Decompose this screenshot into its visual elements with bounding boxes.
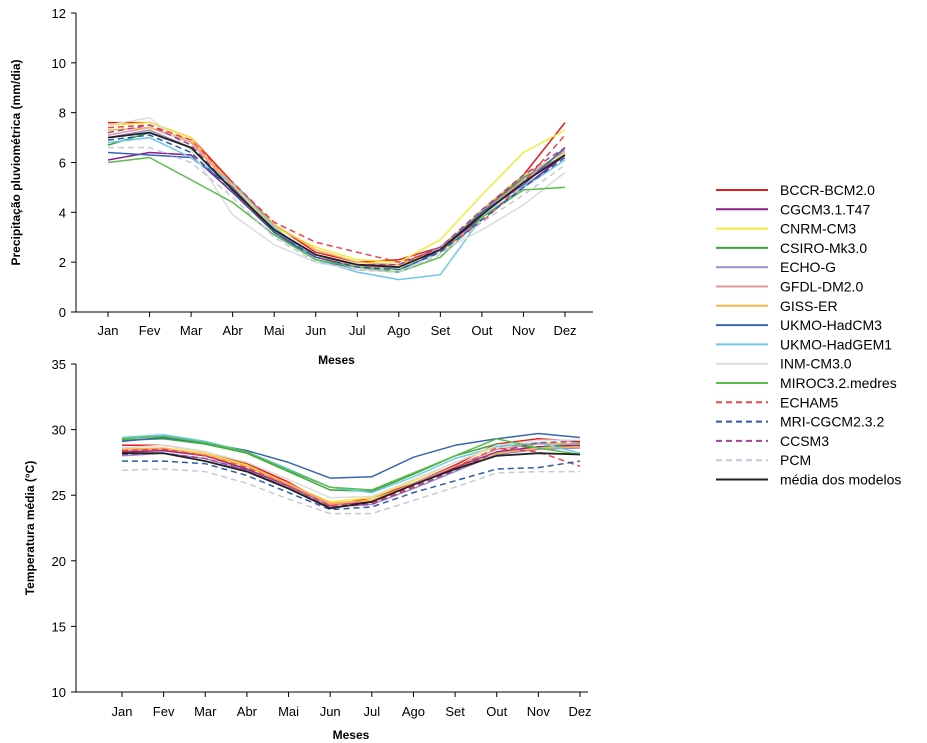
legend-label: UKMO-HadGEM1 bbox=[780, 336, 892, 352]
y-tick-label: 8 bbox=[59, 106, 66, 121]
y-tick-label: 12 bbox=[52, 6, 66, 21]
series-line-16 bbox=[107, 131, 566, 269]
legend-label: MRI-CGCM2.3.2 bbox=[780, 414, 884, 430]
legend-label: média dos modelos bbox=[780, 472, 901, 488]
legend-label: BCCR-BCM2.0 bbox=[780, 182, 875, 198]
series-line-7 bbox=[121, 445, 581, 504]
x-tick-label: Abr bbox=[223, 323, 244, 338]
series-line-14 bbox=[107, 124, 566, 266]
legend-label: GFDL-DM2.0 bbox=[780, 279, 863, 295]
x-tick-label: Mai bbox=[264, 323, 285, 338]
y-tick-label: 2 bbox=[59, 255, 66, 270]
legend-label: UKMO-HadCM3 bbox=[780, 317, 882, 333]
legend-label: ECHO-G bbox=[780, 259, 836, 275]
legend-label: CCSM3 bbox=[780, 433, 829, 449]
x-tick-label: Jun bbox=[305, 323, 326, 338]
series-line-2 bbox=[107, 151, 566, 268]
y-tick-label: 30 bbox=[52, 423, 66, 438]
x-tick-label: Dez bbox=[553, 323, 576, 338]
series-line-8 bbox=[107, 147, 566, 273]
x-tick-label: Fev bbox=[139, 323, 161, 338]
legend: BCCR-BCM2.0 CGCM3.1.T47 CNRM-CM3 CSIRO-Mk3.… bbox=[716, 182, 901, 488]
x-tick-label: Nov bbox=[527, 704, 551, 719]
y-tick-label: 6 bbox=[59, 156, 66, 171]
y-axis-title: Temperatura média (°C) bbox=[23, 461, 37, 596]
series-line-1 bbox=[108, 121, 566, 263]
series-line-11 bbox=[107, 156, 566, 273]
x-tick-label: Jul bbox=[364, 704, 381, 719]
x-tick-label: Abr bbox=[237, 704, 258, 719]
series-line-3 bbox=[107, 121, 566, 263]
x-axis-title: Meses bbox=[333, 728, 370, 742]
series-line-11 bbox=[121, 435, 581, 491]
x-tick-label: Set bbox=[431, 323, 451, 338]
legend-label: CSIRO-Mk3.0 bbox=[780, 240, 867, 256]
series-line-15 bbox=[121, 468, 580, 515]
x-tick-label: Set bbox=[445, 704, 465, 719]
x-tick-label: Jul bbox=[349, 323, 366, 338]
x-tick-label: Ago bbox=[387, 323, 410, 338]
legend-label: PCM bbox=[780, 452, 811, 468]
legend-label: INM-CM3.0 bbox=[780, 356, 852, 372]
series-line-16 bbox=[122, 452, 581, 510]
x-tick-label: Mar bbox=[180, 323, 203, 338]
y-tick-label: 10 bbox=[52, 56, 66, 71]
precipitation-chart: 0 2 4 6 8 10 12 Jan Fev Mar Abr Mai Jun Jul Ago Set Out N… bbox=[9, 6, 593, 367]
series-line-10 bbox=[121, 439, 580, 499]
series-line-12 bbox=[107, 124, 566, 263]
series-line-12 bbox=[121, 447, 581, 507]
series-line-9 bbox=[121, 434, 581, 494]
x-tick-label: Out bbox=[486, 704, 507, 719]
x-tick-label: Nov bbox=[512, 323, 536, 338]
x-tick-label: Ago bbox=[402, 704, 425, 719]
y-tick-label: 20 bbox=[52, 554, 66, 569]
y-axis-title: Precipitação pluviométrica (mm/dia) bbox=[9, 59, 23, 265]
x-tick-label: Dez bbox=[568, 704, 591, 719]
x-tick-label: Fev bbox=[153, 704, 175, 719]
y-tick-label: 10 bbox=[52, 685, 66, 700]
series-line-13 bbox=[107, 134, 566, 271]
x-tick-label: Jan bbox=[112, 704, 133, 719]
y-tick-label: 15 bbox=[52, 619, 66, 634]
x-axis-title: Meses bbox=[318, 353, 355, 367]
legend-label: CNRM-CM3 bbox=[780, 221, 856, 237]
x-tick-label: Jun bbox=[320, 704, 341, 719]
series-line-14 bbox=[121, 440, 581, 508]
temperature-chart: 10 15 20 25 30 35 Jan Fev Mar Abr Mai Jun Jul Ago Set O… bbox=[23, 357, 592, 742]
series-line-7 bbox=[107, 126, 566, 266]
series-line-4 bbox=[121, 438, 581, 493]
y-tick-label: 0 bbox=[59, 305, 66, 320]
x-tick-label: Out bbox=[471, 323, 492, 338]
y-tick-label: 25 bbox=[52, 488, 66, 503]
legend-label: CGCM3.1.T47 bbox=[780, 201, 870, 217]
x-tick-label: Mar bbox=[194, 704, 217, 719]
series-line-13 bbox=[122, 460, 581, 511]
legend-label: MIROC3.2.medres bbox=[780, 375, 897, 391]
y-tick-label: 35 bbox=[52, 357, 66, 372]
y-tick-label: 4 bbox=[59, 205, 66, 220]
series-line-15 bbox=[108, 146, 566, 273]
x-tick-label: Mai bbox=[278, 704, 299, 719]
legend-label: ECHAM5 bbox=[780, 394, 839, 410]
x-tick-label: Jan bbox=[98, 323, 119, 338]
legend-label: GISS-ER bbox=[780, 298, 838, 314]
